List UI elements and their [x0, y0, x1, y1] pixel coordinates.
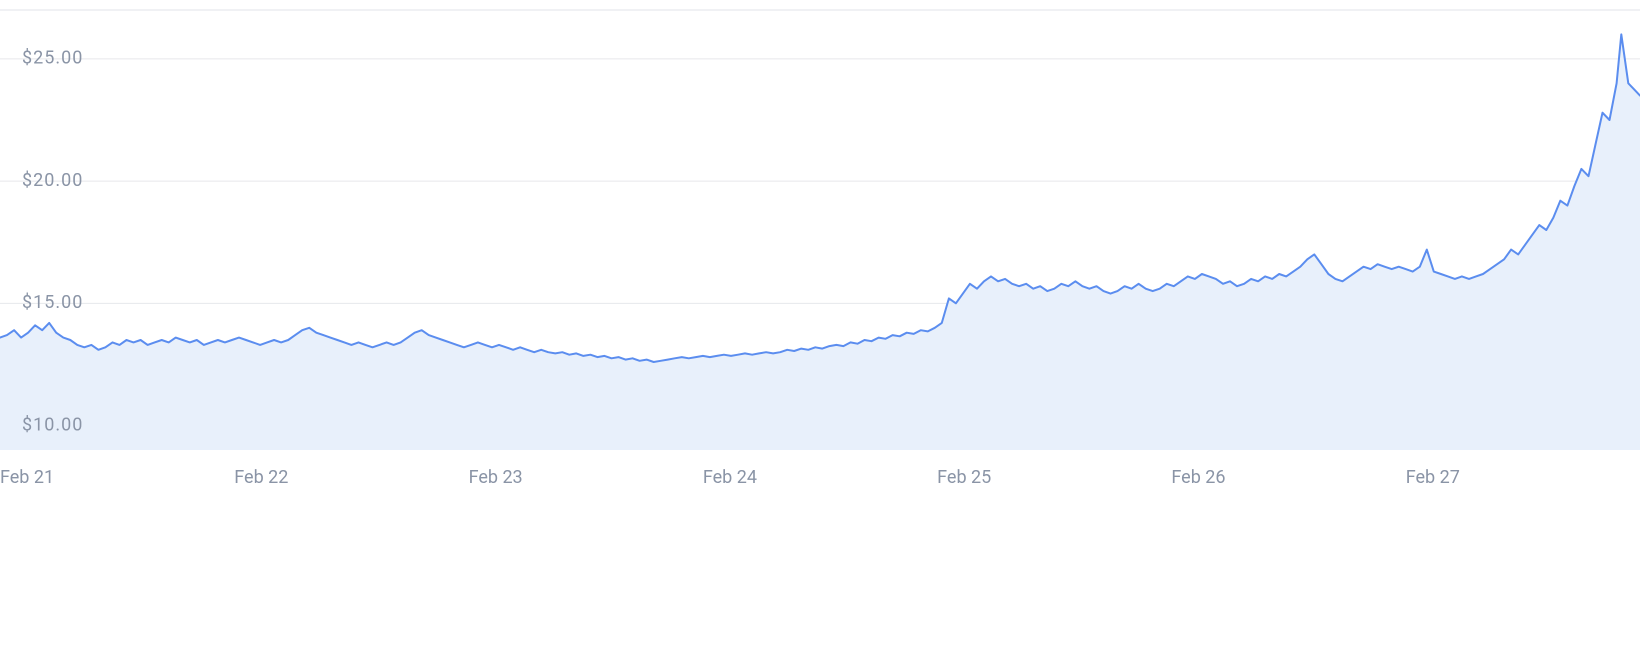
- y-tick-label: $10.00: [22, 414, 83, 435]
- x-tick-label: Feb 26: [1171, 467, 1225, 488]
- y-tick-label: $25.00: [22, 48, 83, 69]
- x-tick-label: Feb 22: [234, 467, 288, 488]
- price-area: [0, 34, 1640, 450]
- x-tick-label: Feb 27: [1406, 467, 1460, 488]
- y-tick-label: $15.00: [22, 292, 83, 313]
- x-tick-label: Feb 25: [937, 467, 991, 488]
- y-tick-label: $20.00: [22, 170, 83, 191]
- x-tick-label: Feb 24: [703, 467, 757, 488]
- x-tick-label: Feb 23: [469, 467, 523, 488]
- chart-svg: $10.00 $15.00 $20.00 $25.00 Feb 21 Feb 22 Feb …: [0, 0, 1640, 651]
- x-tick-label: Feb 21: [0, 467, 54, 488]
- price-chart: $10.00 $15.00 $20.00 $25.00 Feb 21 Feb 22 Feb …: [0, 0, 1640, 651]
